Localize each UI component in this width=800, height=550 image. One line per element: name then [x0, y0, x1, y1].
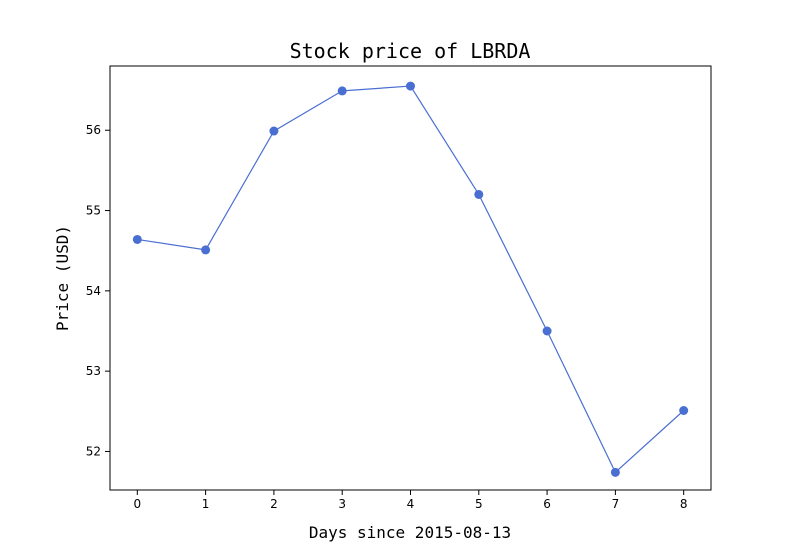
data-point [679, 406, 688, 415]
y-tick-label: 54 [86, 284, 101, 298]
x-tick-label: 4 [407, 497, 415, 511]
x-tick-label: 8 [680, 497, 688, 511]
data-point [269, 127, 278, 136]
x-tick-label: 6 [543, 497, 551, 511]
x-axis-label: Days since 2015-08-13 [309, 523, 511, 542]
x-tick-label: 1 [202, 497, 210, 511]
data-point [474, 190, 483, 199]
data-point [543, 327, 552, 336]
data-point [201, 245, 210, 254]
y-tick-label: 55 [86, 204, 101, 218]
data-point [338, 86, 347, 95]
x-tick-label: 0 [133, 497, 141, 511]
y-tick-label: 56 [86, 123, 101, 137]
x-tick-label: 5 [475, 497, 483, 511]
y-tick-label: 52 [86, 444, 101, 458]
chart-title: Stock price of LBRDA [290, 39, 531, 63]
y-axis-label: Price (USD) [53, 225, 72, 331]
y-tick-label: 53 [86, 364, 101, 378]
x-tick-label: 3 [338, 497, 346, 511]
data-point [133, 235, 142, 244]
x-tick-label: 7 [612, 497, 620, 511]
data-point [406, 82, 415, 91]
data-point [611, 468, 620, 477]
x-tick-label: 2 [270, 497, 278, 511]
